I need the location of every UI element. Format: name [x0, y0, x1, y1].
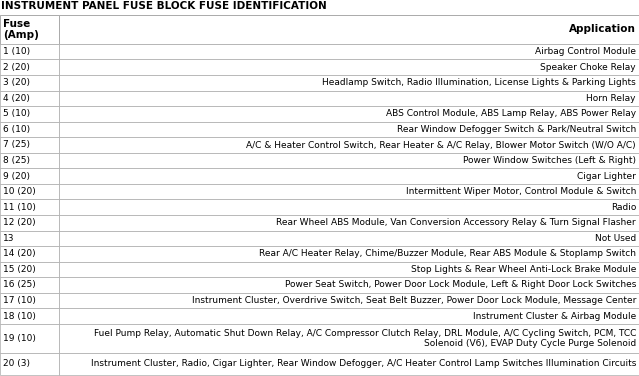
Bar [59, 184, 639, 199]
Text: INSTRUMENT PANEL FUSE BLOCK FUSE IDENTIFICATION: INSTRUMENT PANEL FUSE BLOCK FUSE IDENTIF… [1, 1, 327, 11]
Text: 15 (20): 15 (20) [3, 265, 36, 274]
Text: Stop Lights & Rear Wheel Anti-Lock Brake Module: Stop Lights & Rear Wheel Anti-Lock Brake… [411, 265, 636, 274]
Text: 13: 13 [3, 234, 15, 243]
Text: Radio: Radio [611, 203, 636, 212]
Text: Instrument Cluster, Radio, Cigar Lighter, Rear Window Defogger, A/C Heater Contr: Instrument Cluster, Radio, Cigar Lighter… [91, 359, 636, 368]
Bar [59, 230, 639, 246]
Text: Airbag Control Module: Airbag Control Module [535, 47, 636, 56]
Text: 2 (20): 2 (20) [3, 63, 30, 72]
Bar [0, 184, 59, 199]
Text: 5 (10): 5 (10) [3, 109, 30, 118]
Text: 18 (10): 18 (10) [3, 312, 36, 321]
Text: 3 (20): 3 (20) [3, 78, 30, 87]
Text: 4 (20): 4 (20) [3, 94, 30, 103]
Text: Power Seat Switch, Power Door Lock Module, Left & Right Door Lock Switches: Power Seat Switch, Power Door Lock Modul… [284, 280, 636, 290]
Text: 11 (10): 11 (10) [3, 203, 36, 212]
Bar [59, 199, 639, 215]
Text: Fuel Pump Relay, Automatic Shut Down Relay, A/C Compressor Clutch Relay, DRL Mod: Fuel Pump Relay, Automatic Shut Down Rel… [94, 329, 636, 348]
Bar [59, 293, 639, 308]
Text: Not Used: Not Used [595, 234, 636, 243]
Text: Rear Wheel ABS Module, Van Conversion Accessory Relay & Turn Signal Flasher: Rear Wheel ABS Module, Van Conversion Ac… [277, 218, 636, 227]
Bar [59, 106, 639, 122]
Bar [0, 262, 59, 277]
Text: Power Window Switches (Left & Right): Power Window Switches (Left & Right) [463, 156, 636, 165]
Bar [59, 153, 639, 168]
Bar [0, 44, 59, 59]
Text: Instrument Cluster & Airbag Module: Instrument Cluster & Airbag Module [473, 312, 636, 321]
Text: Speaker Choke Relay: Speaker Choke Relay [541, 63, 636, 72]
Bar [59, 59, 639, 75]
Bar [59, 137, 639, 153]
Bar [59, 215, 639, 230]
Bar [59, 324, 639, 353]
Text: Application: Application [569, 24, 636, 35]
Bar [59, 15, 639, 44]
Text: 9 (20): 9 (20) [3, 171, 30, 180]
Text: Cigar Lighter: Cigar Lighter [577, 171, 636, 180]
Bar [0, 59, 59, 75]
Text: 17 (10): 17 (10) [3, 296, 36, 305]
Bar [0, 137, 59, 153]
Text: ABS Control Module, ABS Lamp Relay, ABS Power Relay: ABS Control Module, ABS Lamp Relay, ABS … [386, 109, 636, 118]
Text: Headlamp Switch, Radio Illumination, License Lights & Parking Lights: Headlamp Switch, Radio Illumination, Lic… [322, 78, 636, 87]
Bar [0, 91, 59, 106]
Bar [0, 293, 59, 308]
Text: Fuse
(Amp): Fuse (Amp) [3, 19, 39, 40]
Bar [0, 199, 59, 215]
Text: Horn Relay: Horn Relay [587, 94, 636, 103]
Bar [0, 153, 59, 168]
Text: 14 (20): 14 (20) [3, 249, 36, 258]
Text: 7 (25): 7 (25) [3, 141, 30, 150]
Bar [59, 75, 639, 91]
Bar [59, 44, 639, 59]
Bar [0, 324, 59, 353]
Text: 12 (20): 12 (20) [3, 218, 36, 227]
Bar [0, 353, 59, 375]
Bar [0, 246, 59, 262]
Bar [59, 353, 639, 375]
Bar [0, 277, 59, 293]
Text: 10 (20): 10 (20) [3, 187, 36, 196]
Text: 20 (3): 20 (3) [3, 359, 30, 368]
Text: Intermittent Wiper Motor, Control Module & Switch: Intermittent Wiper Motor, Control Module… [406, 187, 636, 196]
Text: Rear A/C Heater Relay, Chime/Buzzer Module, Rear ABS Module & Stoplamp Switch: Rear A/C Heater Relay, Chime/Buzzer Modu… [259, 249, 636, 258]
Bar [0, 168, 59, 184]
Bar [0, 308, 59, 324]
Bar [59, 246, 639, 262]
Text: 16 (25): 16 (25) [3, 280, 36, 290]
Bar [0, 230, 59, 246]
Text: 6 (10): 6 (10) [3, 125, 30, 134]
Text: A/C & Heater Control Switch, Rear Heater & A/C Relay, Blower Motor Switch (W/O A: A/C & Heater Control Switch, Rear Heater… [247, 141, 636, 150]
Bar [59, 308, 639, 324]
Text: Instrument Cluster, Overdrive Switch, Seat Belt Buzzer, Power Door Lock Module, : Instrument Cluster, Overdrive Switch, Se… [192, 296, 636, 305]
Text: 8 (25): 8 (25) [3, 156, 30, 165]
Bar [0, 106, 59, 122]
Bar [59, 277, 639, 293]
Bar [59, 168, 639, 184]
Bar [59, 262, 639, 277]
Bar [0, 122, 59, 137]
Bar [59, 91, 639, 106]
Bar [0, 75, 59, 91]
Text: 1 (10): 1 (10) [3, 47, 30, 56]
Bar [0, 215, 59, 230]
Bar [0, 15, 59, 44]
Text: Rear Window Defogger Switch & Park/Neutral Switch: Rear Window Defogger Switch & Park/Neutr… [397, 125, 636, 134]
Text: 19 (10): 19 (10) [3, 334, 36, 343]
Bar [59, 122, 639, 137]
